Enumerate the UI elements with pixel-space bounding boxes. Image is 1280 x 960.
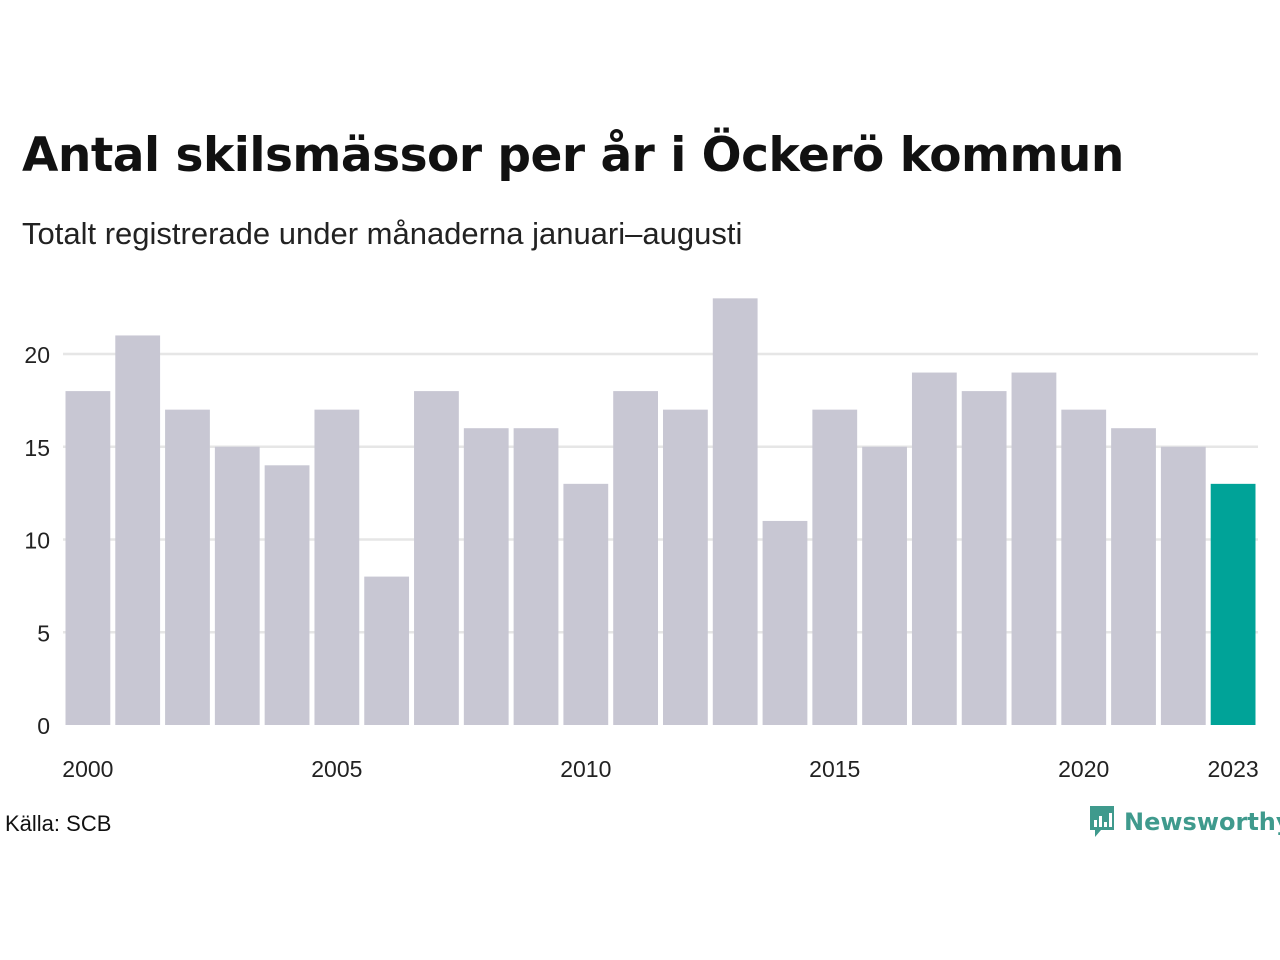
bar-2016 <box>862 446 907 725</box>
x-tick-label: 2023 <box>1208 756 1259 782</box>
bar-2004 <box>264 465 310 725</box>
bar-2012 <box>663 409 708 725</box>
bars <box>65 298 1256 725</box>
bar-2007 <box>414 391 459 725</box>
bar-2000 <box>65 391 111 725</box>
bar-2020 <box>1061 409 1107 725</box>
x-tick-label: 2005 <box>311 756 362 782</box>
bar-2019 <box>1011 372 1057 725</box>
bar-2014 <box>762 520 808 725</box>
y-tick-label: 5 <box>37 620 50 646</box>
bar-2009 <box>513 428 559 725</box>
y-axis-ticks: 0 5 10 15 20 <box>24 342 50 739</box>
bar-2001 <box>115 335 161 725</box>
y-tick-label: 0 <box>37 713 50 739</box>
gridlines <box>63 352 1258 634</box>
y-tick-label: 10 <box>24 528 50 554</box>
x-tick-label: 2015 <box>809 756 860 782</box>
bar-2013 <box>712 298 758 725</box>
brand-name: Newsworthy <box>1124 808 1280 836</box>
chart-subtitle: Totalt registrerade under månaderna janu… <box>22 216 743 251</box>
bar-2008 <box>463 428 509 725</box>
bar-2015 <box>812 409 858 725</box>
chart-title: Antal skilsmässor per år i Öckerö kommun <box>22 128 1124 183</box>
bar-2002 <box>165 409 210 725</box>
x-tick-label: 2020 <box>1058 756 1109 782</box>
y-tick-label: 20 <box>24 342 50 368</box>
bar-2022 <box>1160 446 1206 725</box>
bar-2010 <box>563 483 609 725</box>
x-tick-label: 2000 <box>62 756 113 782</box>
y-tick-label: 15 <box>24 435 50 461</box>
bar-2021 <box>1111 428 1156 725</box>
newsworthy-chart-icon <box>1090 806 1114 837</box>
bar-2006 <box>364 576 410 725</box>
bar-2003 <box>214 446 260 725</box>
source-note: Källa: SCB <box>5 811 112 836</box>
newsworthy-logo: Newsworthy <box>1088 804 1280 840</box>
x-tick-label: 2010 <box>560 756 611 782</box>
x-axis-ticks: 2000 2005 2010 2015 2020 2023 <box>62 756 1258 782</box>
bar-2023 <box>1210 483 1256 725</box>
bar-2011 <box>613 391 658 725</box>
bar-2005 <box>314 409 360 725</box>
bar-2018 <box>961 391 1007 725</box>
bar-2017 <box>911 372 957 725</box>
